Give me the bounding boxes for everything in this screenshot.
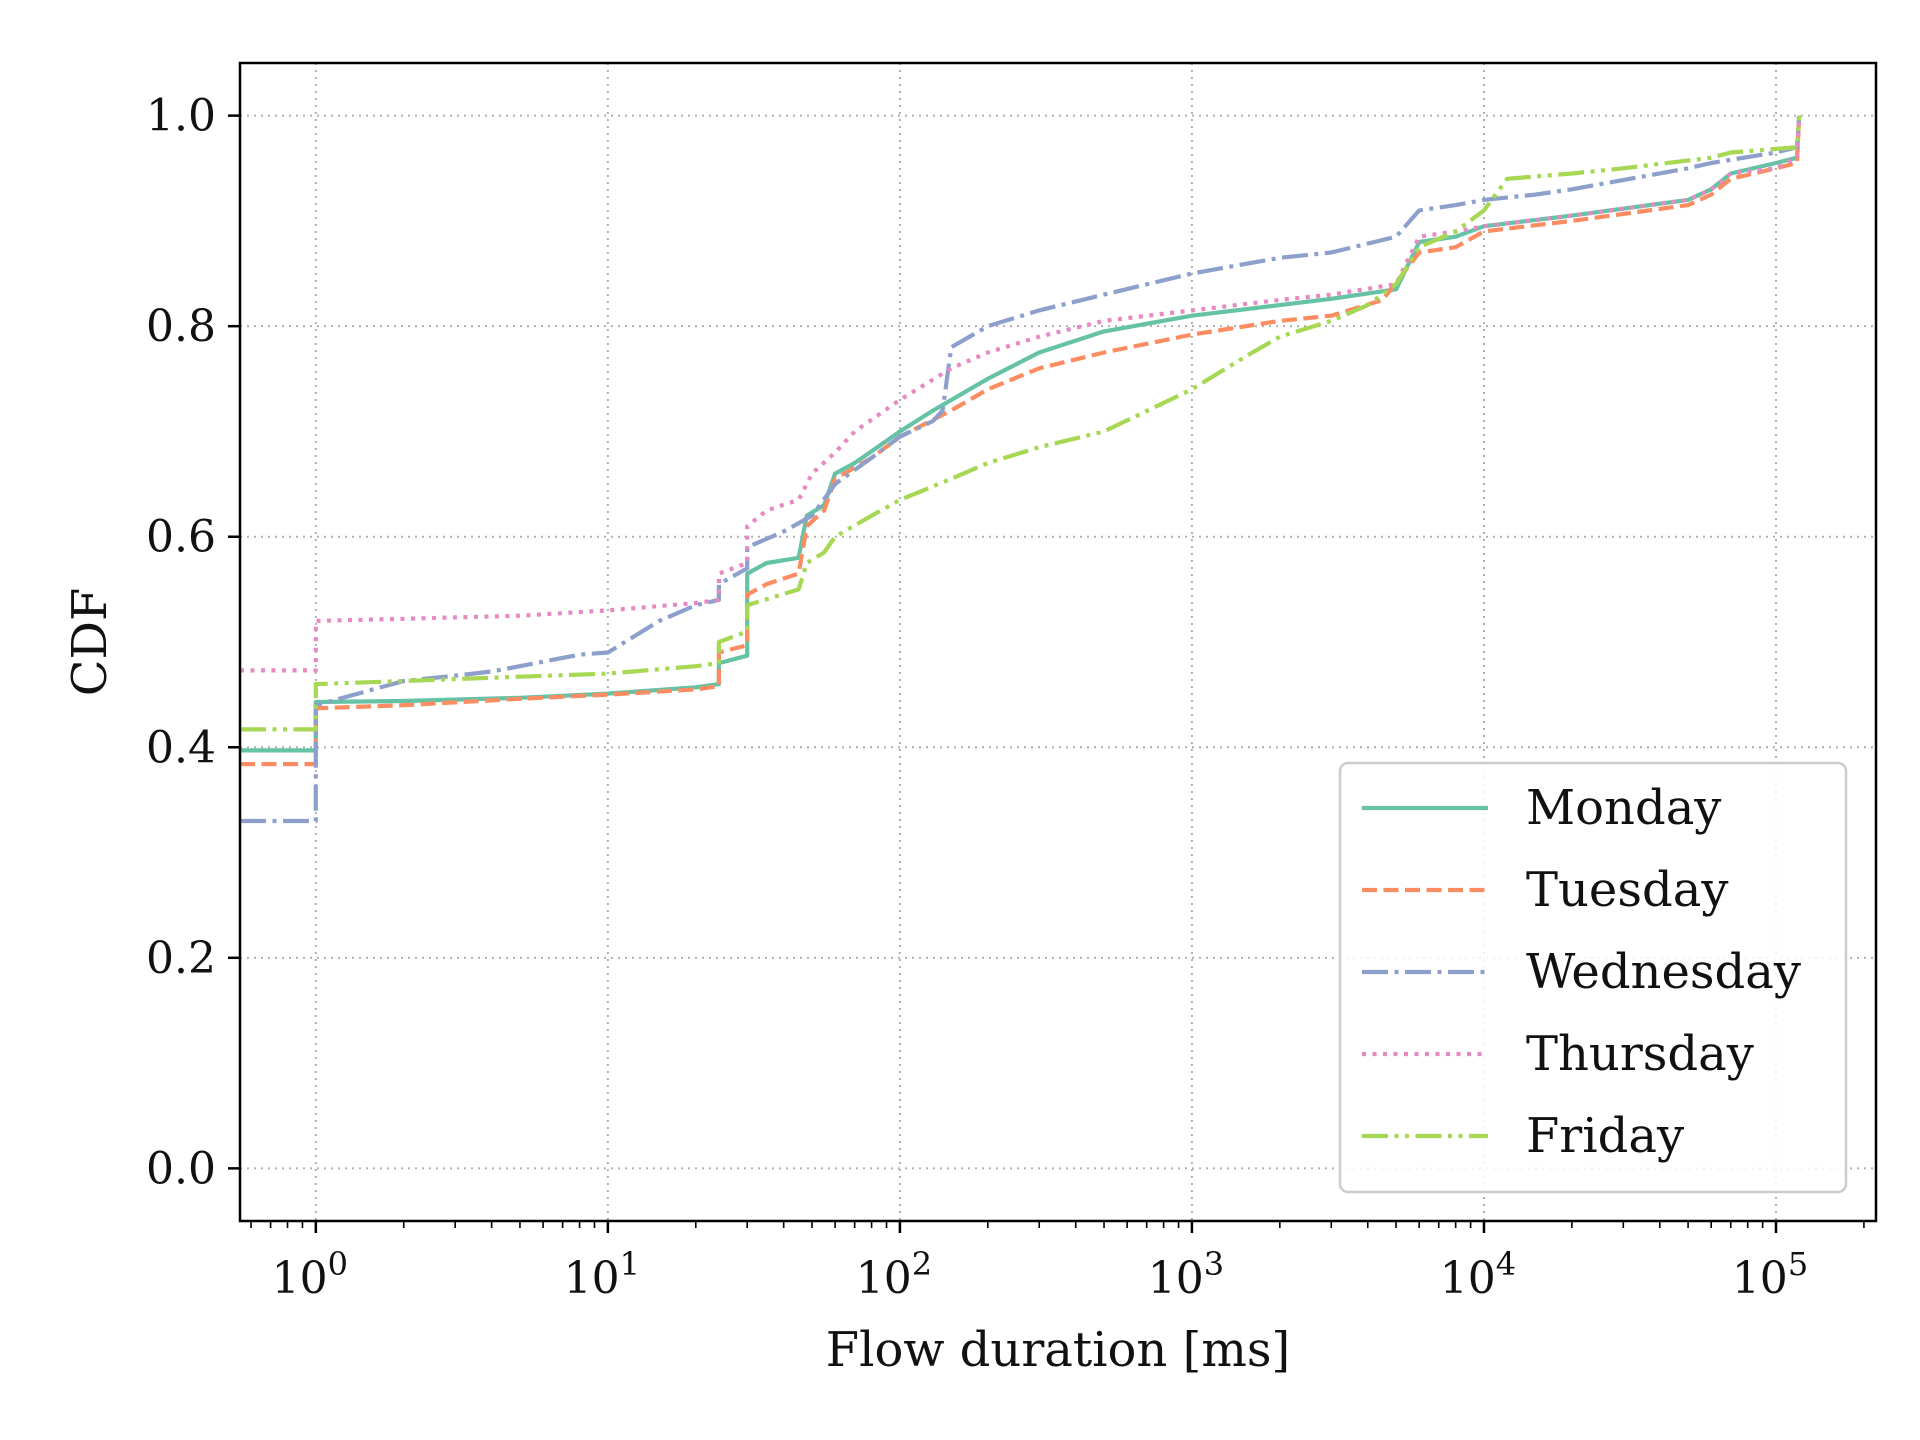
legend-label-wednesday: Wednesday — [1526, 944, 1801, 1000]
y-tick-label-1: 0.2 — [146, 933, 216, 984]
x-tick-label-3: 103 — [1148, 1245, 1224, 1304]
legend-label-monday: Monday — [1526, 780, 1721, 836]
legend: Monday Tuesday Wednesday Thursday Friday — [1338, 761, 1848, 1194]
series-line-friday — [240, 115, 1802, 732]
y-tick-label-2: 0.4 — [146, 722, 216, 773]
legend-label-friday: Friday — [1526, 1108, 1684, 1164]
x-axis-label: Flow duration [ms] — [826, 1322, 1290, 1378]
plot-frame — [238, 61, 1878, 1223]
x-tick-label-5: 105 — [1732, 1245, 1808, 1304]
x-tick-label-2: 102 — [856, 1245, 932, 1304]
x-tick-label-1: 101 — [564, 1245, 640, 1304]
legend-label-thursday: Thursday — [1526, 1026, 1754, 1082]
x-tick-label-4: 104 — [1440, 1245, 1516, 1304]
legend-label-tuesday: Tuesday — [1526, 862, 1728, 918]
y-tick-label-5: 1.0 — [146, 91, 216, 142]
y-axis-label: CDF — [62, 588, 118, 697]
series-line-wednesday — [240, 115, 1802, 824]
y-tick-label-3: 0.6 — [146, 512, 216, 563]
series-lines — [240, 115, 1802, 824]
y-tick-label-4: 0.8 — [146, 301, 216, 352]
axis-ticks: 0.0 0.2 0.4 0.6 0.8 1.0 100 101 102 103 104 105 — [146, 91, 1865, 1304]
series-line-thursday — [240, 115, 1802, 673]
x-tick-label-0: 100 — [272, 1245, 348, 1304]
y-tick-label-0: 0.0 — [146, 1143, 216, 1194]
series-line-tuesday — [240, 115, 1802, 767]
series-line-monday — [240, 115, 1802, 753]
legend-box — [1338, 761, 1848, 1194]
